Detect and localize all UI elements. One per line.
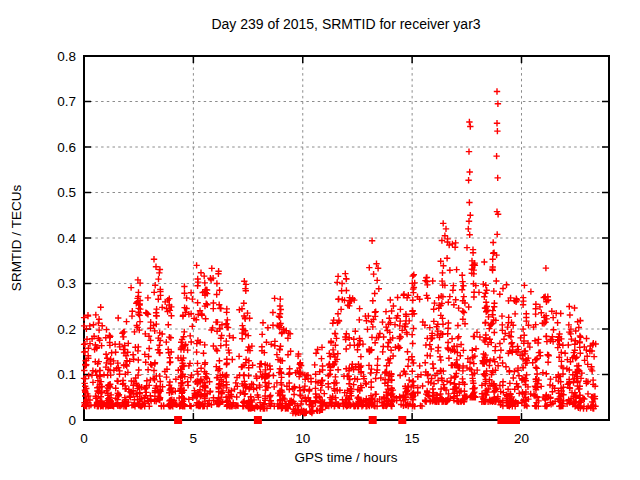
x-tick-label: 20 (514, 431, 529, 446)
grid-lines (84, 56, 609, 420)
scatter-plot-svg: 0 5 10 15 20 0 0.1 0.2 0.3 0.4 0.5 0.6 0.7 0.8 Day 23… (0, 0, 640, 480)
y-tick-label: 0.5 (57, 185, 76, 200)
chart-title: Day 239 of 2015, SRMTID for receiver yar… (211, 16, 480, 32)
x-tick-label: 15 (405, 431, 420, 446)
y-tick-label: 0.7 (57, 94, 76, 109)
plot-generated-layers: 0 5 10 15 20 0 0.1 0.2 0.3 0.4 0.5 0.6 0.7 0.8 (57, 49, 609, 447)
x-axis-label: GPS time / hours (295, 450, 398, 465)
y-tick-label: 0.4 (57, 231, 76, 246)
y-axis-label: SRMTID / TECUs (9, 185, 24, 292)
y-tick-label: 0 (68, 413, 76, 428)
y-tick-label: 0.8 (57, 49, 76, 64)
y-tick-label: 0.2 (57, 322, 76, 337)
x-tick-label: 5 (190, 431, 198, 446)
x-tick-label: 0 (80, 431, 88, 446)
y-tick-label: 0.6 (57, 140, 76, 155)
y-tick-label: 0.3 (57, 276, 76, 291)
y-tick-label: 0.1 (57, 367, 76, 382)
x-tick-label: 10 (295, 431, 310, 446)
chart-canvas: 0 5 10 15 20 0 0.1 0.2 0.3 0.4 0.5 0.6 0.7 0.8 Day 23… (0, 0, 640, 480)
